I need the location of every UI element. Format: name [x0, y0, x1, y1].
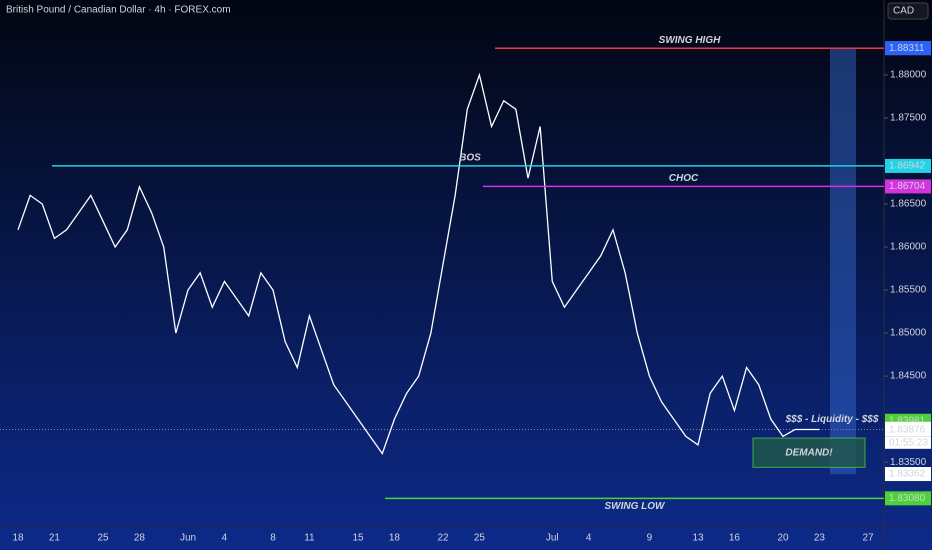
price-tag [885, 179, 931, 194]
y-tick-label: 1.84500 [890, 371, 927, 382]
x-tick-label: Jun [180, 533, 196, 544]
y-tick-label: 1.86500 [890, 199, 927, 210]
price-tag [885, 491, 931, 506]
x-tick-label: 11 [304, 533, 315, 544]
level-name: SWING LOW [605, 501, 667, 512]
price-tag [885, 467, 931, 482]
x-tick-label: 8 [270, 533, 276, 544]
x-tick-label: 21 [49, 533, 61, 544]
price-tag-label: 1.86942 [889, 161, 926, 172]
price-tag [885, 41, 931, 56]
level-name: SWING HIGH [659, 35, 721, 46]
price-tag-label: 1.83080 [889, 493, 926, 504]
x-tick-label: 9 [647, 533, 653, 544]
chart-title: British Pound / Canadian Dollar · 4h · F… [6, 5, 231, 16]
countdown: 01:55:23 [889, 437, 928, 448]
demand-zone [752, 437, 866, 468]
x-tick-label: 25 [474, 533, 486, 544]
currency-box[interactable] [887, 2, 929, 20]
y-tick-label: 1.87500 [890, 113, 927, 124]
price-tag-label: 1.86704 [889, 181, 926, 192]
price-tag-label: 1.83876 [889, 424, 926, 435]
y-tick-label: 1.83500 [890, 457, 927, 468]
price-tag [885, 422, 931, 437]
projection-box [830, 48, 856, 475]
price-path [17, 72, 820, 455]
x-tick-label: 27 [862, 533, 874, 544]
x-tick-label: 20 [777, 533, 789, 544]
price-tag-label: 1.83362 [889, 469, 926, 480]
x-tick-label: 4 [222, 533, 228, 544]
y-tick-label: 1.88000 [890, 70, 927, 81]
x-tick-label: 16 [729, 533, 741, 544]
price-tag-label: 1.88311 [889, 43, 925, 54]
level-name: BOS [459, 153, 481, 164]
x-tick-label: 18 [12, 533, 24, 544]
x-tick-label: 23 [814, 533, 826, 544]
x-tick-label: 15 [352, 533, 364, 544]
currency[interactable]: CAD [893, 6, 914, 17]
demand-label: DEMAND! [785, 447, 833, 458]
x-tick-label: 13 [692, 533, 704, 544]
x-tick-label: 18 [389, 533, 401, 544]
x-tick-label: 28 [134, 533, 146, 544]
countdown-box [885, 436, 931, 449]
x-tick-label: 4 [586, 533, 592, 544]
y-tick-label: 1.85500 [890, 285, 927, 296]
x-tick-label: 25 [97, 533, 109, 544]
x-tick-label: Jul [546, 533, 559, 544]
level-name: CHOC [669, 173, 699, 184]
x-tick-label: 22 [437, 533, 449, 544]
price-tag-label: 1.83981 [889, 415, 926, 426]
price-tag [885, 158, 931, 173]
liquidity-label: $$$ - Liquidity - $$$ [785, 414, 879, 425]
y-tick-label: 1.86000 [890, 242, 927, 253]
y-tick-label: 1.85000 [890, 328, 927, 339]
